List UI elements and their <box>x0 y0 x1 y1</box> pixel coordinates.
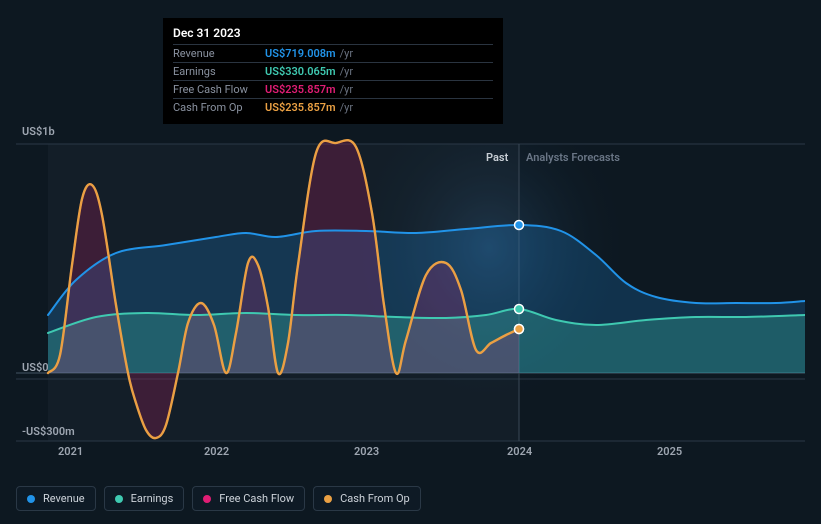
y-axis-label: -US$300m <box>22 425 75 438</box>
region-label: Past <box>486 151 508 164</box>
legend-item-cash_from_op[interactable]: Cash From Op <box>313 486 421 511</box>
x-axis-label: 2021 <box>58 445 83 458</box>
tooltip-label: Free Cash Flow <box>173 83 265 96</box>
tooltip-date: Dec 31 2023 <box>173 26 493 44</box>
legend-dot-icon <box>115 495 123 503</box>
tooltip-row: RevenueUS$719.008m/yr <box>173 44 493 62</box>
chart-tooltip: Dec 31 2023 RevenueUS$719.008m/yrEarning… <box>163 18 503 124</box>
x-axis-label: 2024 <box>507 445 532 458</box>
legend-item-revenue[interactable]: Revenue <box>16 486 96 511</box>
tooltip-value: US$719.008m <box>265 47 336 60</box>
legend-label: Free Cash Flow <box>219 492 294 505</box>
tooltip-value: US$235.857m <box>265 83 336 96</box>
x-axis-label: 2023 <box>354 445 379 458</box>
tooltip-unit: /yr <box>340 65 353 78</box>
tooltip-row: Free Cash FlowUS$235.857m/yr <box>173 80 493 98</box>
x-axis-label: 2025 <box>657 445 682 458</box>
y-axis-label: US$0 <box>22 361 49 374</box>
legend-dot-icon <box>324 495 332 503</box>
x-axis-label: 2022 <box>204 445 229 458</box>
legend-label: Revenue <box>43 492 85 505</box>
chart-svg <box>16 125 805 445</box>
tooltip-label: Earnings <box>173 65 265 78</box>
legend-dot-icon <box>27 495 35 503</box>
legend-label: Cash From Op <box>340 492 410 505</box>
tooltip-row: Cash From OpUS$235.857m/yr <box>173 98 493 116</box>
tooltip-label: Cash From Op <box>173 101 265 114</box>
legend-dot-icon <box>203 495 211 503</box>
tooltip-unit: /yr <box>340 101 353 114</box>
legend-item-free_cash_flow[interactable]: Free Cash Flow <box>192 486 305 511</box>
tooltip-unit: /yr <box>340 83 353 96</box>
tooltip-row: EarningsUS$330.065m/yr <box>173 62 493 80</box>
tooltip-label: Revenue <box>173 47 265 60</box>
region-label: Analysts Forecasts <box>526 151 620 164</box>
tooltip-unit: /yr <box>340 47 353 60</box>
tooltip-value: US$330.065m <box>265 65 336 78</box>
legend: Revenue Earnings Free Cash Flow Cash From O… <box>16 486 421 511</box>
legend-label: Earnings <box>131 492 174 505</box>
tooltip-value: US$235.857m <box>265 101 336 114</box>
y-axis-label: US$1b <box>22 125 55 138</box>
financials-chart <box>16 125 805 445</box>
legend-item-earnings[interactable]: Earnings <box>104 486 185 511</box>
